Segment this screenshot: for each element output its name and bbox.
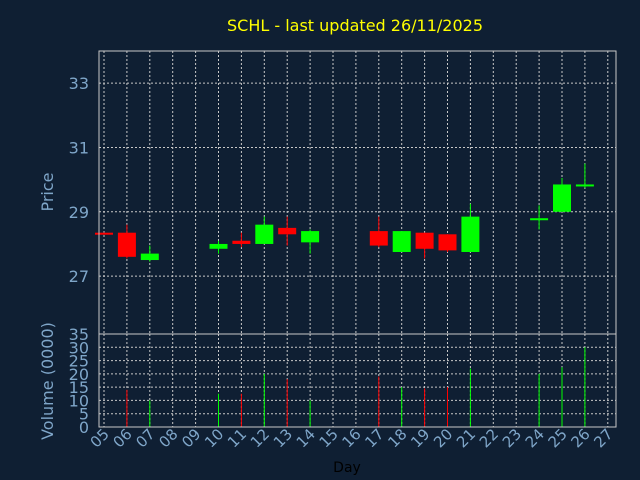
candle-body [117, 232, 136, 257]
candle-body [255, 224, 274, 244]
volume-tick-label: 0 [79, 418, 89, 437]
volume-panel-frame [98, 333, 617, 428]
candle-18 [392, 231, 411, 252]
candle-body [95, 232, 113, 235]
candle-12 [255, 216, 274, 244]
price-grid [99, 51, 616, 334]
x-tick-label: 27 [590, 425, 616, 451]
candle-body [140, 253, 159, 261]
candle-10 [209, 240, 228, 254]
volume-tick-label: 25 [69, 352, 89, 371]
candle-21 [461, 203, 480, 252]
price-panel-frame [98, 50, 617, 335]
candle-26 [575, 163, 594, 188]
x-axis-label: Day [333, 460, 361, 476]
candle-07 [140, 245, 159, 262]
volume-grid [99, 333, 616, 428]
candle-body [392, 231, 411, 252]
volume-bars [126, 347, 586, 427]
candle-body [301, 231, 320, 243]
candle-body [369, 231, 388, 246]
candle-06 [117, 224, 136, 259]
candle-20 [438, 234, 457, 252]
price-tick-labels: 27 29 31 33 [69, 74, 89, 286]
price-tick-label: 29 [69, 203, 89, 222]
candle-17 [369, 216, 388, 248]
candle-body [553, 184, 571, 212]
candle-body [415, 232, 434, 249]
candle-14 [301, 229, 320, 254]
price-tick-label: 33 [69, 74, 89, 93]
candles [95, 163, 594, 262]
x-tick-labels: 0506070809101112131415161718192021222324… [87, 425, 617, 451]
candle-body [530, 218, 549, 221]
candle-24 [530, 205, 549, 230]
candle-05 [95, 232, 113, 235]
candle-body [209, 243, 228, 249]
price-tick-label: 31 [69, 138, 89, 157]
price-tick-label: 27 [69, 267, 89, 286]
candle-13 [278, 216, 297, 246]
candle-body [461, 216, 480, 252]
volume-tick-label: 15 [69, 378, 89, 397]
volume-tick-label: 30 [69, 338, 89, 357]
volume-tick-label: 35 [69, 325, 89, 344]
candle-11 [232, 232, 251, 248]
candle-body [232, 240, 251, 244]
candle-body [438, 234, 457, 251]
candle-19 [415, 232, 434, 259]
candle-25 [553, 178, 571, 212]
volume-tick-label: 5 [79, 405, 89, 424]
volume-axis-label: Volume (0000) [38, 322, 57, 440]
candle-body [575, 184, 594, 187]
volume-tick-label: 20 [69, 365, 89, 384]
volume-tick-label: 10 [69, 391, 89, 410]
price-axis-label: Price [38, 172, 57, 211]
chart-title: SCHL - last updated 26/11/2025 [227, 16, 483, 35]
candle-body [278, 227, 297, 235]
